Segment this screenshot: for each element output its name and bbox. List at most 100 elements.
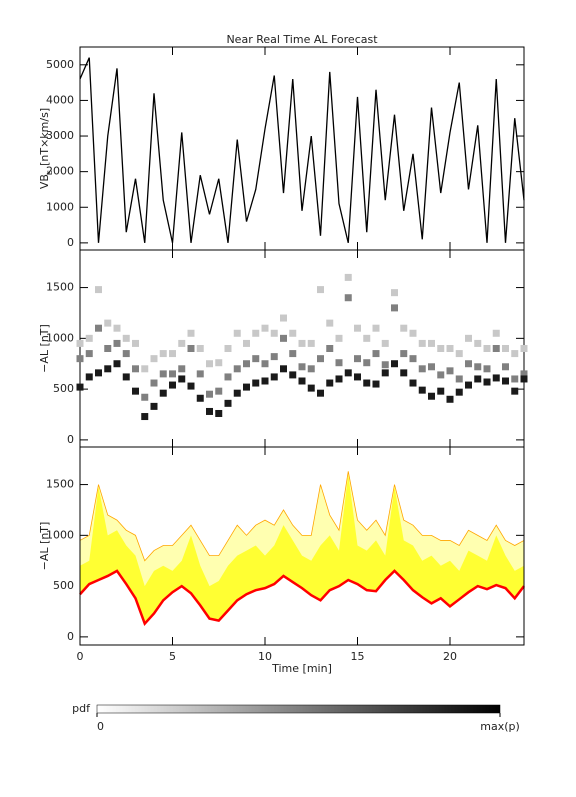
pdf-point	[206, 360, 213, 368]
pdf-point	[104, 319, 112, 327]
y-tick-label: 0	[67, 433, 74, 446]
pdf-point	[132, 387, 139, 395]
pdf-point	[261, 377, 269, 385]
colorbar-label: pdf	[72, 702, 91, 715]
plot-frame	[79, 446, 525, 646]
y-tick-label: 3000	[46, 129, 74, 142]
pdf-point	[252, 329, 260, 337]
pdf-point	[206, 407, 213, 415]
pdf-point	[104, 365, 112, 373]
pdf-point	[187, 382, 195, 390]
pdf-point	[400, 324, 408, 332]
pdf-point	[76, 339, 84, 347]
pdf-point	[344, 294, 352, 302]
pdf-point	[474, 339, 482, 347]
pdf-point	[326, 379, 334, 387]
y-axis-label: VBs [nT×km/s]	[38, 108, 54, 189]
pdf-point	[113, 360, 121, 368]
y-label-unit: [nT×km/s]	[38, 108, 51, 166]
y-label-main: VB	[38, 174, 51, 189]
pdf-point	[428, 363, 435, 371]
pdf-point	[455, 350, 463, 358]
pdf-point	[150, 402, 158, 410]
pdf-point	[95, 286, 102, 294]
pdf-point	[85, 373, 93, 381]
y-tick-label: 500	[53, 579, 74, 592]
pdf-point	[169, 370, 176, 378]
pdf-point	[122, 334, 130, 342]
pdf-point	[335, 359, 343, 367]
pdf-point	[317, 355, 324, 363]
pdf-point	[206, 390, 213, 398]
x-tick-label: 20	[443, 650, 457, 663]
pdf-point	[215, 409, 223, 417]
pdf-point	[289, 371, 297, 379]
pdf-point	[261, 324, 269, 332]
pdf-point	[307, 339, 315, 347]
pdf-point	[132, 339, 139, 347]
y-tick-label: 1000	[46, 528, 74, 541]
pdf-point	[381, 339, 389, 347]
pdf-point	[455, 388, 463, 396]
pdf-point	[465, 334, 472, 342]
pdf-point	[298, 363, 306, 371]
pdf-point	[196, 394, 204, 402]
pdf-point	[437, 371, 445, 379]
pdf-point	[465, 360, 472, 368]
y-label-sub: s	[45, 170, 54, 174]
pdf-point	[511, 350, 519, 358]
pdf-point	[455, 375, 463, 383]
pdf-point	[372, 350, 380, 358]
pdf-point	[150, 379, 158, 387]
colorbar	[96, 704, 501, 714]
pdf-point	[483, 378, 491, 386]
pdf-point	[215, 387, 223, 395]
pdf-point	[169, 381, 176, 389]
pdf-point	[113, 339, 121, 347]
pdf-point	[400, 369, 408, 377]
pdf-point	[76, 355, 84, 363]
pdf-point	[326, 319, 334, 327]
forecast-band	[80, 474, 524, 624]
pdf-point	[520, 375, 528, 383]
pdf-point	[233, 329, 241, 337]
pdf-point	[502, 345, 509, 352]
pdf-point	[243, 383, 250, 391]
pdf-point	[363, 379, 371, 387]
pdf-point	[363, 359, 371, 367]
pdf-point	[122, 373, 130, 381]
pdf-point	[196, 345, 204, 352]
pdf-point	[298, 377, 306, 385]
pdf-point	[280, 334, 287, 342]
pdf-point	[344, 273, 352, 281]
pdf-point	[511, 375, 519, 383]
pdf-point	[270, 329, 278, 337]
pdf-point	[483, 345, 491, 352]
data-line	[79, 57, 525, 244]
pdf-point	[289, 329, 297, 337]
x-tick-label: 10	[258, 650, 272, 663]
pdf-point	[178, 365, 186, 373]
pdf-point	[483, 365, 491, 373]
pdf-point	[502, 377, 509, 385]
pdf-point	[428, 339, 435, 347]
pdf-point	[289, 350, 297, 358]
pdf-point	[344, 369, 352, 377]
pdf-point	[113, 324, 121, 332]
pdf-point	[418, 365, 426, 373]
y-tick-label: 2000	[46, 165, 74, 178]
x-tick-label: 5	[169, 650, 176, 663]
pdf-point	[187, 329, 195, 337]
pdf-point	[243, 339, 250, 347]
pdf-point	[307, 365, 315, 373]
colorbar-tick-label: max(p)	[480, 720, 520, 733]
pdf-point	[391, 360, 398, 368]
pdf-point	[169, 350, 176, 358]
pdf-point	[280, 365, 287, 373]
pdf-point	[363, 334, 371, 342]
y-tick-label: 5000	[46, 58, 74, 71]
pdf-point	[446, 345, 454, 352]
pdf-point	[335, 334, 343, 342]
